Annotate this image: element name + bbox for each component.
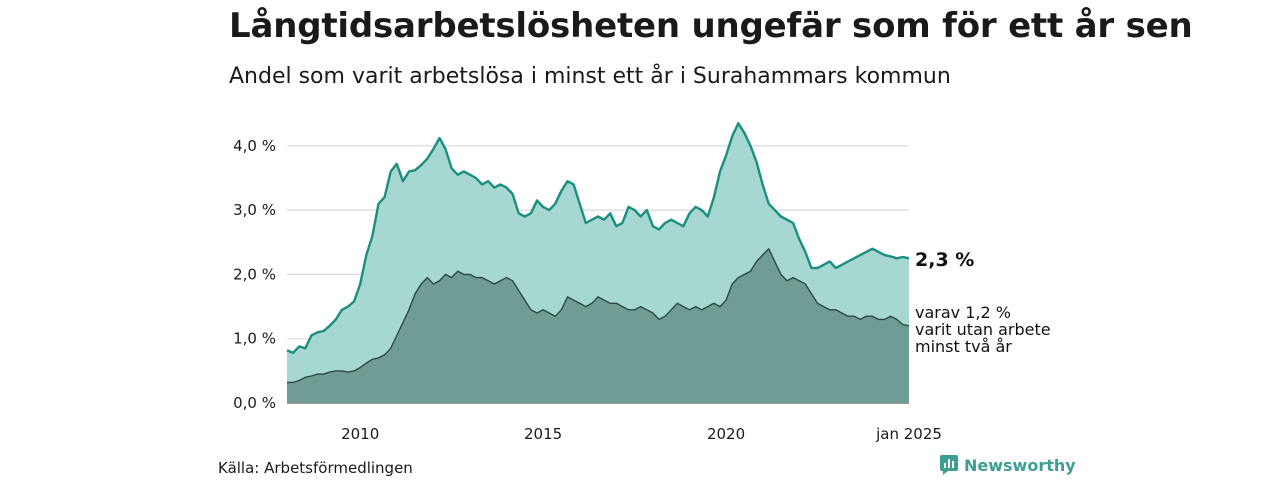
- longterm-end-label: minst två år: [915, 337, 1012, 356]
- series-areas: [286, 122, 910, 404]
- newsworthy-logo-icon: [940, 455, 958, 475]
- brand-name: Newsworthy: [964, 455, 1076, 475]
- y-axis-labels: 0,0 % 1,0 % 2,0 % 3,0 % 4,0 %: [233, 137, 276, 412]
- y-tick-label: 0,0 %: [233, 394, 276, 412]
- brand-logo: Newsworthy: [940, 455, 1076, 475]
- chart-title: Långtidsarbetslösheten ungefär som för e…: [229, 6, 1193, 46]
- longterm-end-label: varav 1,2 %: [915, 303, 1011, 322]
- y-tick-label: 2,0 %: [233, 265, 276, 283]
- total-end-label: 2,3 %: [915, 249, 974, 271]
- y-tick-label: 4,0 %: [233, 137, 276, 155]
- x-axis-labels: 2010 2015 2020 jan 2025: [341, 425, 942, 443]
- chart-subtitle: Andel som varit arbetslösa i minst ett å…: [229, 64, 951, 89]
- x-tick-label: 2015: [524, 425, 562, 443]
- longterm-series-line: [287, 248, 910, 384]
- x-tick-label: 2020: [707, 425, 745, 443]
- longterm-end-label: varit utan arbete: [915, 320, 1051, 339]
- total-series-line: [286, 122, 910, 354]
- y-tick-label: 3,0 %: [233, 201, 276, 219]
- source-note: Källa: Arbetsförmedlingen: [218, 459, 413, 477]
- longterm-series-area: [287, 248, 909, 403]
- y-tick-label: 1,0 %: [233, 330, 276, 348]
- x-tick-label: jan 2025: [875, 425, 942, 443]
- x-tick-label: 2010: [341, 425, 379, 443]
